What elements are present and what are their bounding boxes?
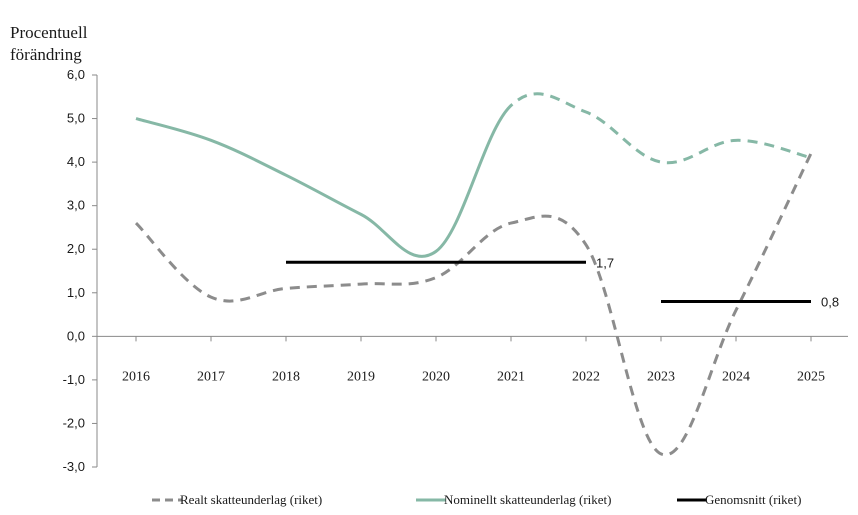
y-tick-label: 5,0 xyxy=(67,111,85,126)
axes xyxy=(96,75,848,467)
x-tick-label: 2018 xyxy=(272,369,300,384)
y-tick-label: 4,0 xyxy=(67,154,85,169)
y-tick-label: 6,0 xyxy=(67,67,85,82)
y-ticks: 6,0 5,0 4,0 3,0 2,0 1,0 0,0 -1,0 -2,0 -3,0 xyxy=(63,67,97,474)
y-tick-label: 3,0 xyxy=(67,198,85,213)
y-tick-label: 2,0 xyxy=(67,241,85,256)
average-label-1: 1,7 xyxy=(596,255,614,270)
y-axis-label-line-2: förändring xyxy=(10,45,82,64)
legend: Realt skatteunderlag (riket) Nominellt sk… xyxy=(152,492,801,507)
series-lines xyxy=(134,92,813,457)
x-tick-label: 2017 xyxy=(197,369,225,384)
x-tick-label: 2022 xyxy=(572,369,600,384)
x-tick-label: 2020 xyxy=(422,369,450,384)
x-tick-label: 2024 xyxy=(722,369,750,384)
series-line-nominal-solid xyxy=(135,103,511,258)
average-lines: 1,7 0,8 xyxy=(286,255,839,309)
series-line-real xyxy=(134,152,813,457)
y-tick-label: 0,0 xyxy=(67,328,85,343)
y-tick-label: -1,0 xyxy=(63,372,85,387)
y-tick-label: 1,0 xyxy=(67,285,85,300)
legend-average-label: Genomsnitt (riket) xyxy=(705,492,801,507)
x-tick-label: 2021 xyxy=(497,369,525,384)
series-line-nominal-dashed xyxy=(511,92,812,165)
legend-nominal-label: Nominellt skatteunderlag (riket) xyxy=(444,492,612,507)
y-tick-label: -2,0 xyxy=(63,415,85,430)
x-tick-label: 2016 xyxy=(122,369,150,384)
average-label-2: 0,8 xyxy=(821,294,839,309)
x-tick-label: 2023 xyxy=(647,369,675,384)
x-tick-label: 2025 xyxy=(797,369,825,384)
legend-real-label: Realt skatteunderlag (riket) xyxy=(180,492,322,507)
y-tick-label: -3,0 xyxy=(63,459,85,474)
x-ticks: 2016 2017 2018 2019 2020 2021 2022 2023 2024 2025 xyxy=(122,336,825,384)
y-axis-label-line-1: Procentuell xyxy=(10,23,88,42)
x-tick-label: 2019 xyxy=(347,369,375,384)
